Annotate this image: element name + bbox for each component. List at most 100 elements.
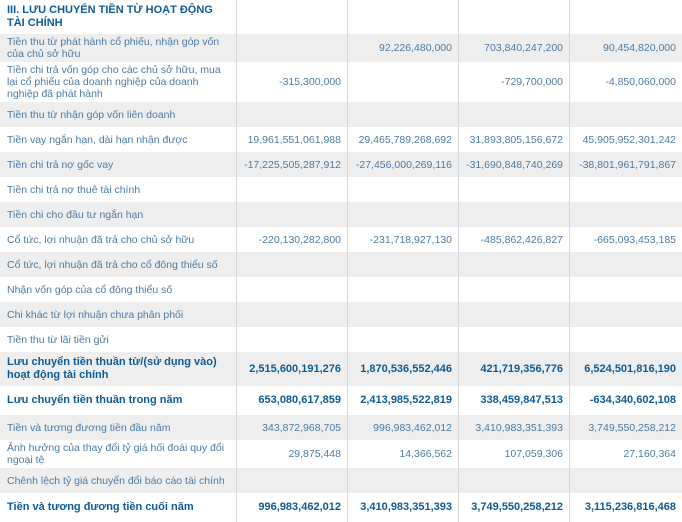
row-value-col1: 19,961,551,061,988 [237,127,348,152]
row-label: Tiền thu từ nhận góp vốn liên doanh [0,102,237,127]
row-value-col2 [348,327,459,352]
row-value-col2: -27,456,000,269,116 [348,152,459,177]
row-value-col2 [348,252,459,277]
table-row: Ảnh hưởng của thay đổi tỷ giá hối đoái q… [0,440,682,468]
table-row: Tiền chi trả nợ gốc vay -17,225,505,287,9… [0,152,682,177]
row-value-col2 [348,177,459,202]
row-value-col4 [570,252,682,277]
table-row: Tiền thu từ nhận góp vốn liên doanh [0,102,682,127]
row-value-col1: 343,872,968,705 [237,415,348,440]
row-value-col2 [348,302,459,327]
table-row: Tiền vay ngắn hạn, dài hạn nhận được 19,9… [0,127,682,152]
row-value-col1: -315,300,000 [237,62,348,102]
row-label: Tiền và tương đương tiền cuối năm [0,493,237,522]
row-value-col2 [348,102,459,127]
row-value-col2: 92,226,480,000 [348,34,459,62]
row-label: Ảnh hưởng của thay đổi tỷ giá hối đoái q… [0,440,237,468]
row-value-col4: -665,093,453,185 [593,233,676,246]
row-value-col4 [570,277,682,302]
row-value-col3: 703,840,247,200 [459,34,570,62]
row-value-col4: -38,801,961,791,867 [579,158,676,171]
section-header-row: III. LƯU CHUYỂN TIỀN TỪ HOẠT ĐỘNG TÀI CH… [0,0,682,34]
table-row: Tiền và tương đương tiền đầu năm 343,872,… [0,415,682,440]
row-value-col1 [237,177,348,202]
row-value-col4: 45,905,952,301,242 [582,133,676,146]
row-value-col4 [570,102,682,127]
row-value-col3: 3,410,983,351,393 [459,415,570,440]
row-value-col2 [348,202,459,227]
row-value-col4: -4,850,060,000 [605,76,676,88]
row-value-col4 [570,468,682,493]
row-label: Nhận vốn góp của cổ đông thiểu số [0,277,237,302]
row-label: Tiền thu từ lãi tiền gửi [0,327,237,352]
table-row: Tiền chi cho đầu tư ngắn hạn [0,202,682,227]
row-value-col2: 996,983,462,012 [348,415,459,440]
table-row: Chênh lệch tỷ giá chuyển đổi báo cáo tài… [0,468,682,493]
row-value-col4: 3,749,550,258,212 [588,421,676,434]
section-title: III. LƯU CHUYỂN TIỀN TỪ HOẠT ĐỘNG TÀI CH… [0,0,237,34]
row-value-col4: 27,160,364 [623,448,676,460]
table-row: Tiền thu từ phát hành cổ phiếu, nhận góp… [0,34,682,62]
row-value-col1: -17,225,505,287,912 [237,152,348,177]
row-value-col3 [459,177,570,202]
row-value-col2 [348,277,459,302]
row-value-col2: 3,410,983,351,393 [348,493,459,522]
row-label: Lưu chuyển tiền thuần trong năm [0,386,237,415]
row-label: Tiền chi cho đầu tư ngắn hạn [0,202,237,227]
row-value-col2: 29,465,789,268,692 [348,127,459,152]
row-label: Tiền vay ngắn hạn, dài hạn nhận được [0,127,237,152]
table-row: Cổ tức, lợi nhuận đã trả cho cổ đông thi… [0,252,682,277]
row-value-col3: 338,459,847,513 [459,386,570,415]
row-value-col1 [237,102,348,127]
row-value-col2: 1,870,536,552,446 [348,352,459,386]
row-value-col1 [237,327,348,352]
row-value-col3: 3,749,550,258,212 [459,493,570,522]
row-label: Tiền và tương đương tiền đầu năm [0,415,237,440]
row-value-col3 [459,252,570,277]
row-value-col3 [459,202,570,227]
row-value-col1 [237,277,348,302]
row-value-col3: 31,893,805,156,672 [459,127,570,152]
row-label: Cổ tức, lợi nhuận đã trả cho cổ đông thi… [0,252,237,277]
row-label: Chi khác từ lợi nhuận chưa phân phối [0,302,237,327]
row-value-col1 [237,252,348,277]
row-value-col4 [570,0,682,34]
row-value-col2: 14,366,562 [348,440,459,468]
row-value-col3 [459,327,570,352]
row-value-col4: 90,454,820,000 [603,42,676,54]
table-row: Lưu chuyển tiền thuần từ/(sử dụng vào) h… [0,352,682,386]
row-label: Cổ tức, lợi nhuận đã trả cho chủ sở hữu [0,227,237,252]
row-value-col2: -231,718,927,130 [348,227,459,252]
row-value-col4 [570,327,682,352]
row-value-col3 [459,468,570,493]
row-value-col1 [237,34,348,62]
row-value-col2 [348,0,459,34]
row-value-col4 [570,302,682,327]
row-value-col1: 29,875,448 [237,440,348,468]
row-value-col3 [459,277,570,302]
row-value-col1: 996,983,462,012 [237,493,348,522]
row-value-col4: 3,115,236,816,468 [584,501,676,513]
row-value-col2: 2,413,985,522,819 [348,386,459,415]
table-row: Nhận vốn góp của cổ đông thiểu số [0,277,682,302]
row-label: Tiền chi trả nợ gốc vay [0,152,237,177]
row-label: Lưu chuyển tiền thuần từ/(sử dụng vào) h… [0,352,237,386]
row-value-col4 [570,202,682,227]
row-value-col1 [237,202,348,227]
row-label: Tiền chi trả vốn góp cho các chủ sở hữu,… [0,62,237,102]
row-label: Chênh lệch tỷ giá chuyển đổi báo cáo tài… [0,468,237,493]
table-row: Tiền thu từ lãi tiền gửi [0,327,682,352]
row-value-col4 [570,177,682,202]
row-value-col3: -485,862,426,827 [459,227,570,252]
row-value-col3: -729,700,000 [459,62,570,102]
row-value-col4: -634,340,602,108 [589,394,676,406]
row-value-col3: 421,719,356,776 [459,352,570,386]
row-value-col3 [459,0,570,34]
row-value-col3 [459,302,570,327]
row-value-col4: 6,524,501,816,190 [584,362,676,375]
table-row: Lưu chuyển tiền thuần trong năm 653,080,6… [0,386,682,415]
row-value-col1: -220,130,282,800 [237,227,348,252]
row-value-col1: 2,515,600,191,276 [237,352,348,386]
row-value-col2 [348,62,459,102]
